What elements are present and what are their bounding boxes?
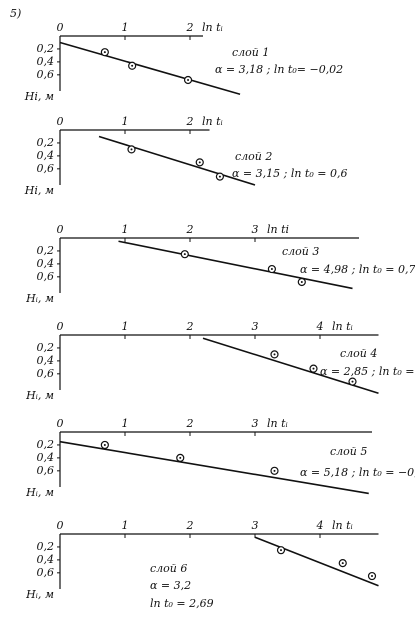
data-point-dot bbox=[351, 380, 354, 383]
x-axis-label: ln tᵢ bbox=[202, 21, 223, 34]
x-tick-label: 0 bbox=[57, 417, 64, 430]
fit-line bbox=[59, 440, 369, 495]
x-axis-label: ln tᵢ bbox=[332, 519, 353, 532]
fit-line bbox=[118, 240, 353, 290]
x-tick-label: 3 bbox=[252, 519, 259, 532]
x-tick-label: 2 bbox=[186, 223, 194, 236]
data-point-dot bbox=[371, 575, 373, 578]
x-axis-label: ln ti bbox=[267, 223, 289, 236]
x-tick-label: 1 bbox=[122, 223, 129, 236]
y-tick-label: 0,2 bbox=[37, 341, 55, 354]
y-tick-label: 0,6 bbox=[37, 68, 55, 81]
y-tick-label: 0,6 bbox=[37, 162, 55, 175]
x-tick-label: 2 bbox=[186, 21, 194, 34]
layer-title: слой 5 bbox=[330, 445, 367, 458]
x-tick-label: 0 bbox=[57, 320, 64, 333]
x-axis-label: ln tᵢ bbox=[332, 320, 353, 333]
x-tick-label: 3 bbox=[252, 320, 259, 333]
annotation: α = 2,85 ; ln t₀ = 2,19 bbox=[320, 365, 415, 378]
y-axis-label: Hi, м bbox=[24, 184, 54, 197]
x-tick-label: 1 bbox=[122, 21, 129, 34]
x-tick-label: 1 bbox=[122, 417, 129, 430]
y-tick-label: 0,6 bbox=[37, 367, 55, 380]
annotation: α = 3,15 ; ln t₀ = 0,6 bbox=[232, 167, 347, 180]
annotation: α = 3,2 bbox=[150, 579, 191, 592]
y-tick-label: 0,2 bbox=[37, 540, 55, 553]
x-tick-label: 2 bbox=[186, 519, 194, 532]
figure-label: 5) bbox=[10, 7, 21, 20]
x-tick-label: 2 bbox=[186, 320, 194, 333]
y-tick-label: 0,2 bbox=[37, 244, 55, 257]
fit-line bbox=[254, 536, 379, 587]
y-axis-label: Hᵢ, м bbox=[25, 588, 54, 601]
layer-title: слой 3 bbox=[282, 245, 319, 258]
layer-title: слой 2 bbox=[235, 150, 272, 163]
x-tick-label: 4 bbox=[316, 320, 324, 333]
y-axis-label: Hᵢ, м bbox=[25, 292, 54, 305]
y-tick-label: 0,6 bbox=[37, 464, 55, 477]
data-point-dot bbox=[273, 353, 276, 356]
y-tick-label: 0,2 bbox=[37, 42, 55, 55]
annotation: α = 3,18 ; ln t₀= −0,02 bbox=[215, 63, 343, 76]
x-tick-label: 0 bbox=[57, 223, 64, 236]
data-point-dot bbox=[187, 79, 190, 81]
y-tick-label: 0,4 bbox=[37, 257, 55, 270]
x-axis-label: ln tᵢ bbox=[267, 417, 288, 430]
y-tick-label: 0,4 bbox=[37, 553, 55, 566]
layer-title: слой 1 bbox=[232, 46, 269, 59]
data-point-dot bbox=[270, 268, 273, 271]
annotation: ln t₀ = 2,69 bbox=[150, 597, 214, 610]
x-tick-label: 3 bbox=[252, 223, 259, 236]
x-tick-label: 2 bbox=[186, 417, 194, 430]
fit-line bbox=[59, 41, 241, 96]
y-tick-label: 0,6 bbox=[37, 270, 55, 283]
y-axis-label: Hi, м bbox=[24, 90, 54, 103]
x-tick-label: 2 bbox=[186, 115, 194, 128]
y-axis-label: Hᵢ, м bbox=[25, 486, 54, 499]
x-axis-label: ln tᵢ bbox=[202, 115, 223, 128]
y-tick-label: 0,4 bbox=[37, 149, 55, 162]
y-axis-label: Hᵢ, м bbox=[25, 389, 54, 402]
y-tick-label: 0,4 bbox=[37, 354, 55, 367]
data-point-dot bbox=[198, 161, 201, 164]
x-tick-label: 1 bbox=[122, 519, 129, 532]
data-point-dot bbox=[273, 469, 276, 472]
x-tick-label: 3 bbox=[252, 417, 259, 430]
data-point-dot bbox=[218, 175, 221, 178]
y-tick-label: 0,2 bbox=[37, 438, 55, 451]
data-point-dot bbox=[300, 281, 303, 283]
x-tick-label: 1 bbox=[122, 320, 129, 333]
data-point-dot bbox=[312, 367, 315, 370]
x-tick-label: 0 bbox=[57, 115, 64, 128]
x-tick-label: 0 bbox=[57, 21, 64, 34]
data-point-dot bbox=[179, 456, 182, 459]
data-point-dot bbox=[103, 443, 106, 446]
fit-line bbox=[98, 135, 256, 186]
data-point-dot bbox=[341, 562, 344, 565]
y-tick-label: 0,2 bbox=[37, 136, 55, 149]
y-tick-label: 0,6 bbox=[37, 566, 55, 579]
data-point-dot bbox=[103, 51, 106, 54]
layer-title: слой 4 bbox=[340, 347, 377, 360]
layer-title: слой 6 bbox=[150, 562, 187, 575]
x-tick-label: 0 bbox=[57, 519, 64, 532]
annotation: α = 4,98 ; ln t₀ = 0,79 bbox=[300, 263, 415, 276]
y-tick-label: 0,4 bbox=[37, 55, 55, 68]
data-point-dot bbox=[130, 148, 133, 151]
data-point-dot bbox=[280, 549, 282, 552]
data-point-dot bbox=[131, 64, 134, 67]
y-tick-label: 0,4 bbox=[37, 451, 55, 464]
data-point-dot bbox=[183, 253, 186, 256]
x-tick-label: 1 bbox=[122, 115, 129, 128]
annotation: α = 5,18 ; ln t₀ = −0,34 bbox=[300, 466, 415, 479]
x-tick-label: 4 bbox=[316, 519, 324, 532]
